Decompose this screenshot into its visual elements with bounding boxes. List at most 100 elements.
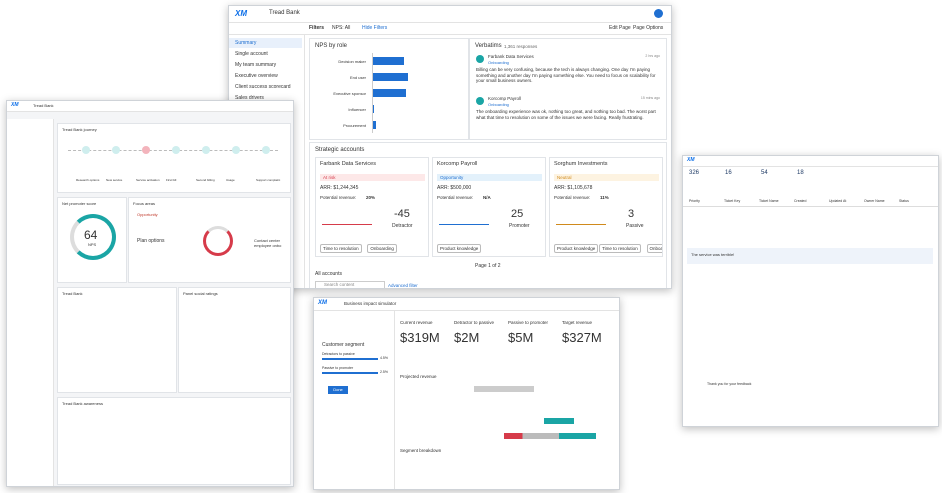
metrics: 326 16 54 18 (683, 168, 938, 186)
category-label: Executive sponsor (333, 91, 366, 96)
time: 15 mins ago (640, 96, 660, 100)
advanced-filter[interactable]: Advanced filter (388, 283, 418, 288)
score: 3 (628, 208, 635, 220)
logo: XM (318, 300, 327, 306)
nav-item[interactable]: Sales drivers (235, 95, 264, 101)
side-nav: Summary Single account My team summary Exec… (229, 34, 305, 288)
thanks: Thank you for your feedback (707, 382, 752, 386)
avatar[interactable] (654, 9, 663, 18)
opportunity: Opportunity (137, 212, 158, 217)
arr: ARR: $1,105,678 (554, 185, 593, 191)
logo: XM (687, 157, 695, 163)
social-card: Panel social ratings (178, 287, 291, 393)
kpi-label: Current revenue (400, 320, 433, 325)
kpi-label: Passive to promoter (508, 320, 549, 325)
tickets-window: XM 326 16 54 18 Priority Ticket Key Ticket Na… (682, 155, 939, 427)
step-dot (82, 146, 90, 154)
pagination[interactable]: Page 1 of 2 (475, 263, 501, 269)
p2p: Passive to promoter (322, 366, 354, 370)
status: At risk (320, 174, 425, 181)
done-button[interactable]: Done (328, 386, 348, 394)
potential: 11% (600, 195, 609, 200)
search-box[interactable]: Search content (315, 281, 385, 288)
left-window: XM Tread Bank Tread Bank journey Researc… (6, 100, 294, 487)
metric: 54 (761, 170, 768, 176)
score: 25 (511, 208, 524, 220)
nav-item[interactable]: Summary (229, 38, 302, 48)
column-header: Ticket Name (759, 199, 779, 203)
hide-filters[interactable]: Hide Filters (362, 25, 388, 31)
step-dot (232, 146, 240, 154)
nps-card: Net promoter score 64 NPS (57, 197, 127, 283)
time: 2 hrs ago (645, 54, 660, 58)
step-dot (202, 146, 210, 154)
bar (372, 105, 375, 113)
project-name: Tread Bank (33, 103, 54, 108)
avatar (476, 97, 484, 105)
waterfall (474, 386, 534, 392)
donut (203, 226, 233, 256)
card-title: Focus areas (133, 201, 156, 206)
journey-steps: Research options New service Service activ… (58, 124, 290, 192)
zero-line (372, 53, 373, 133)
tag: Onboarding (488, 102, 509, 107)
filters[interactable]: Filters (309, 25, 325, 31)
column-header: Status (899, 199, 909, 203)
quote-box: The service was terrible! (687, 248, 933, 264)
step-dot (262, 146, 270, 154)
main-window: XM Tread Bank Filters NPS: All Hide Filt… (228, 5, 672, 289)
header: XM (683, 156, 938, 167)
sparkline (322, 210, 372, 225)
journey: Tread Bank journey Research options New s… (57, 123, 291, 193)
score-label: Promoter (509, 223, 530, 229)
projected: Projected revenue (400, 374, 437, 379)
kpi-value: $327M (562, 330, 602, 345)
category-label: End user (349, 75, 366, 80)
d2p-pct: 4.5% (380, 356, 388, 360)
edit-page[interactable]: Edit Page (609, 25, 631, 31)
slider[interactable] (322, 358, 378, 360)
kpi-value: $5M (508, 330, 534, 345)
kpi-label: Target revenue (562, 320, 593, 325)
card-title: Tread Bank awareness (62, 401, 103, 406)
kpi-value: $2M (454, 330, 480, 345)
project-name[interactable]: Tread Bank (269, 10, 300, 16)
sim-title: Business impact simulator (344, 301, 397, 306)
nps-by-role: NPS by role Decision maker End user Execut… (309, 38, 469, 140)
metric: 18 (797, 170, 804, 176)
nps-filter[interactable]: NPS: All (332, 25, 351, 31)
step-label: First bill (166, 178, 177, 182)
strategic-accounts: Strategic accounts Farbank Data Services… (309, 142, 667, 288)
nav-item[interactable]: Single account (235, 51, 268, 57)
nav-item[interactable]: My team summary (235, 62, 277, 68)
potential: 20% (366, 195, 376, 200)
p2p-pct: 2.5% (380, 370, 388, 374)
account-name: Farbank Data Services (320, 161, 376, 167)
column-header: Ticket Key (724, 199, 741, 203)
column-header: Owner Name (864, 199, 885, 203)
column-header: Created (794, 199, 807, 203)
verbatims: Verbatims 1,361 responses Farbank Data S… (469, 38, 667, 140)
d2p: Detractors to passive (322, 352, 355, 356)
controls: Customer segment Detractors to passive 4… (314, 310, 395, 489)
slider[interactable] (322, 372, 378, 374)
score-label: Passive (626, 223, 644, 229)
name: Farbank Data Services (488, 54, 534, 59)
page-options[interactable]: Page Options (633, 25, 664, 31)
simulator-window: XM Business impact simulator Customer se… (313, 297, 620, 490)
account-cards: Farbank Data Services At risk ARR: $1,244,… (310, 157, 666, 257)
card-title: Tread Bank journey (62, 127, 97, 132)
card-title: NPS by role (315, 43, 348, 49)
awareness-card: Tread Bank awareness (57, 397, 291, 485)
step-dot (142, 146, 150, 154)
nav-item[interactable]: Client success scorecard (235, 84, 291, 90)
table-card: Tread Bank (57, 287, 177, 393)
category-label: Decision maker (338, 59, 366, 64)
bar (372, 57, 405, 65)
score-label: Detractor (392, 223, 413, 229)
tag: Time to resolution (320, 244, 362, 253)
kpi-label: Detractor to passive (454, 320, 495, 325)
nav-item[interactable]: Executive overview (235, 73, 278, 79)
header: XM Tread Bank (229, 6, 671, 23)
logo: XM (235, 9, 247, 18)
